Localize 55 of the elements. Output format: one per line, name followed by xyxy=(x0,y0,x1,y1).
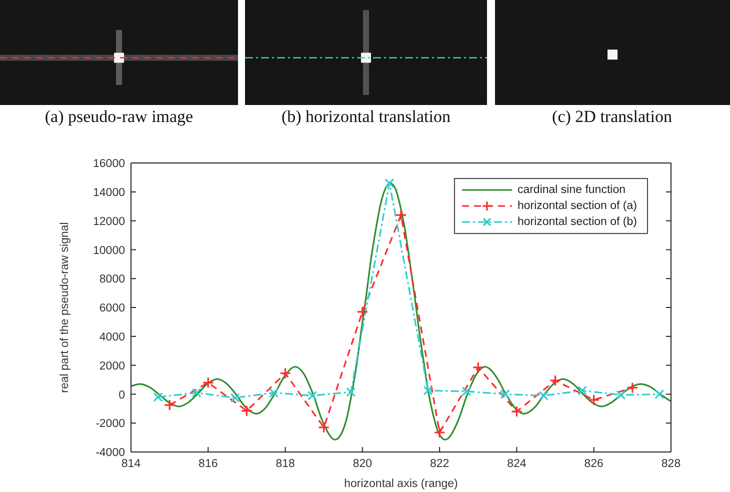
point xyxy=(434,426,446,438)
legend-label: cardinal sine function xyxy=(517,184,626,196)
point xyxy=(462,386,472,396)
y-tick-label: 8000 xyxy=(99,274,125,286)
point xyxy=(384,178,394,188)
text: (a) pseudo-raw image xyxy=(44,107,194,127)
point xyxy=(549,374,562,386)
y-tick-label: -4000 xyxy=(96,447,125,460)
x-tick-label: 824 xyxy=(507,458,527,470)
y-tick-label: 0 xyxy=(118,389,125,402)
point xyxy=(356,306,368,318)
x-tick-label: 828 xyxy=(661,458,681,470)
point xyxy=(588,394,600,406)
point xyxy=(153,392,163,402)
point xyxy=(395,209,407,221)
point xyxy=(230,393,240,403)
y-tick-label: -2000 xyxy=(96,418,125,430)
point xyxy=(318,422,330,434)
point xyxy=(307,390,318,400)
x-tick-label: 818 xyxy=(276,458,295,470)
x-tick-label: 826 xyxy=(584,458,604,470)
y-tick-label: 12000 xyxy=(93,216,125,228)
point xyxy=(577,386,588,396)
point xyxy=(616,390,626,400)
point xyxy=(240,405,253,417)
y-tick-label: 16000 xyxy=(93,158,125,170)
point xyxy=(626,382,638,394)
y-tick-label: 2000 xyxy=(99,360,125,372)
legend-label: horizontal section of (b) xyxy=(517,216,637,228)
y-tick-label: 4000 xyxy=(99,331,125,344)
y-tick-label: 14000 xyxy=(93,186,125,199)
x-tick-label: 822 xyxy=(430,458,450,470)
text: (b) horizontal translation xyxy=(280,107,452,127)
point xyxy=(654,389,664,399)
point xyxy=(346,387,356,397)
point xyxy=(472,362,484,374)
point xyxy=(510,406,523,418)
x-tick-label: 820 xyxy=(352,458,372,470)
y-axis-title: real part of the pseudo-raw signal xyxy=(59,222,72,393)
text: (c) 2D translation xyxy=(551,107,673,127)
point xyxy=(164,399,176,411)
point xyxy=(538,390,549,400)
point xyxy=(192,388,202,398)
x-tick-label: 816 xyxy=(198,458,218,470)
point xyxy=(500,389,510,399)
legend-label: horizontal section of (a) xyxy=(517,200,637,212)
y-tick-label: 10000 xyxy=(93,244,125,257)
point xyxy=(268,388,279,398)
point xyxy=(423,386,433,396)
x-axis-title: horizontal axis (range) xyxy=(344,478,458,490)
point xyxy=(202,376,214,388)
y-tick-label: 6000 xyxy=(99,302,125,315)
point xyxy=(279,367,292,380)
line-series xyxy=(131,182,671,441)
x-tick-label: 814 xyxy=(121,458,142,470)
